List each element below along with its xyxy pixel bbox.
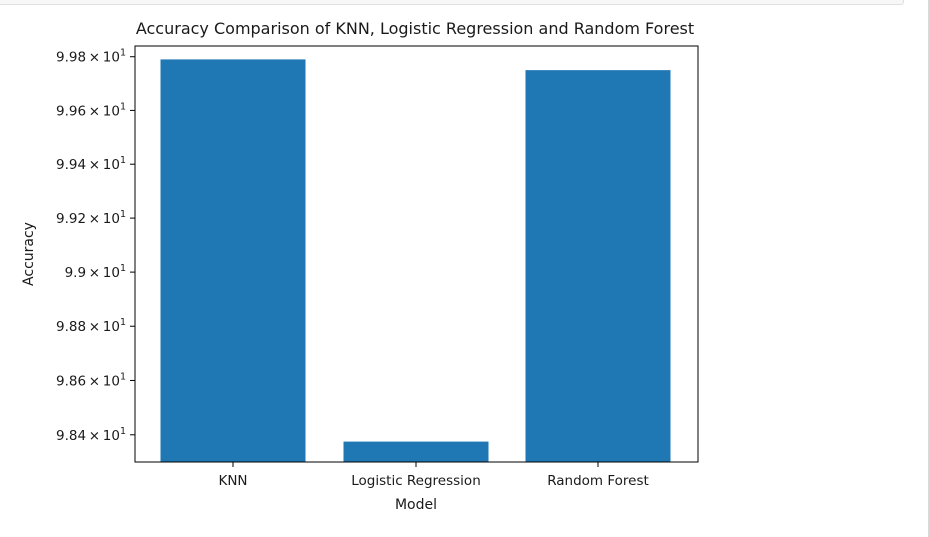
bars-group [160, 59, 671, 462]
x-tick-label: KNN [218, 473, 247, 489]
x-axis-label: Model [395, 497, 437, 513]
y-tick-label: 9.96 × 101 [56, 101, 126, 119]
y-tick-label: 9.88 × 101 [56, 317, 126, 335]
plot-frame [134, 45, 699, 463]
chart-title: Accuracy Comparison of KNN, Logistic Reg… [136, 19, 694, 38]
y-tick-label: 9.86 × 101 [56, 371, 126, 389]
top-frame [0, 0, 904, 5]
y-axis-label: Accuracy [21, 222, 37, 286]
bar-logistic-regression [343, 441, 489, 462]
y-tick-label: 9.98 × 101 [56, 48, 126, 66]
bar-knn [160, 59, 306, 462]
y-ticks-group: 9.84 × 101 9.86 × 101 9.88 × 101 9.9 × 101 9… [56, 48, 135, 444]
y-tick-label: 9.94 × 101 [56, 155, 126, 173]
x-tick-label: Logistic Regression [351, 473, 481, 489]
scrollbar[interactable] [928, 0, 930, 537]
y-tick-label: 9.92 × 101 [56, 209, 126, 227]
bar-random-forest [525, 70, 671, 462]
y-tick-label: 9.84 × 101 [56, 426, 126, 444]
x-tick-label: Random Forest [547, 473, 649, 489]
y-tick-label: 9.9 × 101 [65, 263, 126, 281]
x-ticks-group: KNN Logistic Regression Random Forest [218, 462, 649, 489]
